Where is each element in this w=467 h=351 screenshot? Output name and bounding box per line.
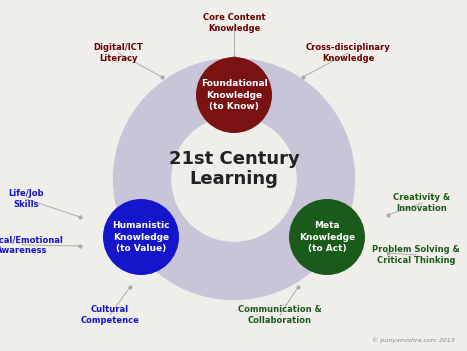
Circle shape bbox=[196, 57, 272, 133]
Text: Meta
Knowledge
(to Act): Meta Knowledge (to Act) bbox=[299, 221, 355, 253]
Text: Cultural
Competence: Cultural Competence bbox=[81, 305, 140, 325]
Text: Problem Solving &
Critical Thinking: Problem Solving & Critical Thinking bbox=[372, 245, 460, 265]
Text: Humanistic
Knowledge
(to Value): Humanistic Knowledge (to Value) bbox=[112, 221, 170, 253]
Circle shape bbox=[103, 199, 179, 275]
Text: Life/Job
Skills: Life/Job Skills bbox=[8, 189, 44, 209]
Text: 21st Century
Learning: 21st Century Learning bbox=[169, 150, 299, 188]
Circle shape bbox=[289, 199, 365, 275]
Text: Communication &
Collaboration: Communication & Collaboration bbox=[238, 305, 322, 325]
Text: Foundational
Knowledge
(to Know): Foundational Knowledge (to Know) bbox=[201, 79, 268, 111]
Text: Ethical/Emotional
Awareness: Ethical/Emotional Awareness bbox=[0, 235, 64, 255]
Text: Core Content
Knowledge: Core Content Knowledge bbox=[203, 13, 265, 33]
Text: Creativity &
Innovation: Creativity & Innovation bbox=[393, 193, 451, 213]
Text: Digital/ICT
Literacy: Digital/ICT Literacy bbox=[93, 43, 143, 63]
Text: Cross-disciplinary
Knowledge: Cross-disciplinary Knowledge bbox=[305, 43, 390, 63]
Text: © punyamishra.com 2013: © punyamishra.com 2013 bbox=[372, 337, 455, 343]
